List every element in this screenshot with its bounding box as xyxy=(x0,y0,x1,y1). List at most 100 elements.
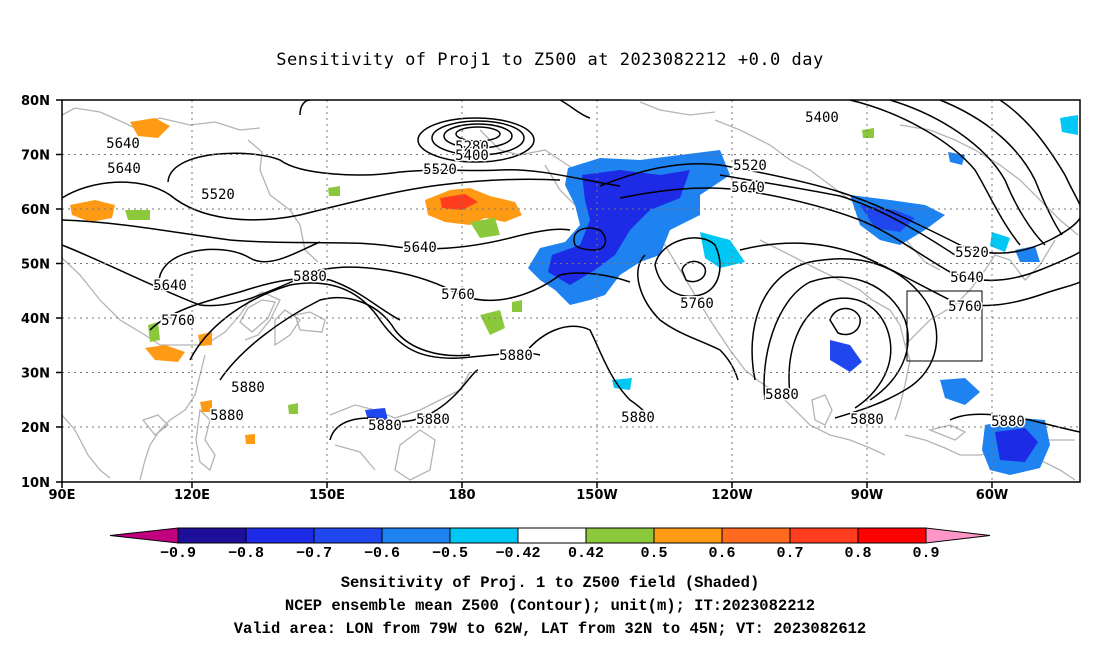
contour-line xyxy=(599,162,1081,254)
contour-line xyxy=(999,99,1081,206)
graticule xyxy=(62,100,1080,482)
contour-label: 5760 xyxy=(441,287,475,303)
contour-label: 5640 xyxy=(950,270,984,286)
negative-sensitivity-core xyxy=(995,428,1038,462)
lat-tick-label: 10N xyxy=(21,476,50,491)
positive-sensitivity-edge xyxy=(200,400,212,412)
lon-tick-label: 150E xyxy=(309,488,345,503)
contour-line xyxy=(637,254,739,381)
colorbar-segment xyxy=(857,527,927,544)
positive-sensitivity-edge xyxy=(125,210,150,220)
z500-contours xyxy=(61,99,1081,441)
lon-tick-label: 120W xyxy=(711,488,752,503)
contour-line xyxy=(573,227,607,251)
positive-sensitivity-edge xyxy=(470,218,500,238)
positive-sensitivity-edge xyxy=(862,128,874,138)
colorbar-segment xyxy=(721,527,791,544)
contour-line xyxy=(299,99,591,119)
negative-sensitivity-core xyxy=(860,205,915,232)
caption-line-2: NCEP ensemble mean Z500 (Contour); unit(… xyxy=(284,597,816,615)
contour-label: 5880 xyxy=(231,380,265,396)
colorbar-segment xyxy=(381,527,451,544)
negative-sensitivity-edge xyxy=(365,408,388,420)
contour-line xyxy=(149,277,401,331)
colorbar-label: −0.5 xyxy=(432,545,468,562)
colorbar-label: 0.7 xyxy=(776,545,803,562)
lat-tick-label: 40N xyxy=(21,312,50,327)
negative-sensitivity-edge xyxy=(1060,115,1078,135)
positive-sensitivity-region xyxy=(130,118,170,138)
contour-line xyxy=(158,241,321,291)
contour-line xyxy=(167,152,621,187)
contour-labels: 5280540054005520552055205520564056405640… xyxy=(105,109,1027,436)
colorbar-segment xyxy=(449,527,519,544)
contour-label: 5880 xyxy=(499,348,533,364)
colorbar-segment xyxy=(585,527,655,544)
contour-line xyxy=(61,219,571,250)
contour-label: 5880 xyxy=(850,412,884,428)
positive-sensitivity-edge xyxy=(245,434,255,444)
contour-label: 5880 xyxy=(293,269,327,285)
valid-area-box xyxy=(906,290,983,362)
contour-label: 5520 xyxy=(955,245,989,261)
contour-label: 5520 xyxy=(733,158,767,174)
caption-line-1: Sensitivity of Proj. 1 to Z500 field (Sh… xyxy=(340,574,760,592)
contour-line xyxy=(788,297,892,409)
colorbar-min-arrow xyxy=(109,527,179,544)
colorbar-label: −0.9 xyxy=(160,545,196,562)
positive-sensitivity-edge xyxy=(328,186,340,196)
positive-sensitivity-region xyxy=(145,345,185,362)
lon-tick-label: 120E xyxy=(174,488,210,503)
colorbar-segment xyxy=(517,527,587,544)
contour-label: 5880 xyxy=(210,408,244,424)
low-center-contour xyxy=(443,123,513,149)
negative-sensitivity-edge xyxy=(948,152,965,165)
colorbar-segment xyxy=(789,527,859,544)
lon-tick-label: 180 xyxy=(448,488,475,503)
map-frame xyxy=(61,99,1081,483)
negative-sensitivity-edge xyxy=(612,378,632,390)
contour-label: 5400 xyxy=(805,110,839,126)
low-center-contour xyxy=(417,117,535,163)
colorbar: −0.9 −0.8 −0.7 −0.6 −0.5 −0.42 0.42 0.5 0.6 0.7 0.… xyxy=(109,527,991,562)
negative-sensitivity-edge xyxy=(830,340,862,372)
contour-line xyxy=(61,244,631,307)
colorbar-label: 0.42 xyxy=(568,545,604,562)
contour-label: 5880 xyxy=(621,410,655,426)
lat-tick-label: 50N xyxy=(21,258,50,273)
contour-label: 5760 xyxy=(948,299,982,315)
colorbar-label: −0.42 xyxy=(495,545,540,562)
positive-sensitivity-edge xyxy=(512,300,522,312)
lon-tick-label: 90E xyxy=(49,488,76,503)
lon-tick-label: 60W xyxy=(976,488,1008,503)
contour-label: 5640 xyxy=(731,180,765,196)
contour-line xyxy=(889,99,1046,246)
positive-sensitivity-edge xyxy=(288,403,298,414)
contour-line xyxy=(949,413,1081,433)
contour-label: 5640 xyxy=(107,161,141,177)
negative-sensitivity-edge xyxy=(700,232,745,268)
contour-label: 5520 xyxy=(201,187,235,203)
contour-label: 5880 xyxy=(991,414,1025,430)
figure-title: Sensitivity of Proj1 to Z500 at 20230822… xyxy=(276,50,824,70)
contour-line xyxy=(681,260,707,283)
negative-sensitivity-edge xyxy=(990,232,1010,252)
colorbar-max-arrow xyxy=(925,527,991,544)
positive-sensitivity-region xyxy=(70,200,115,222)
negative-sensitivity-edge xyxy=(940,378,980,405)
contour-label: 5640 xyxy=(153,278,187,294)
lat-tick-label: 60N xyxy=(21,203,50,218)
contour-label: 5520 xyxy=(423,162,457,178)
contour-label: 5400 xyxy=(455,148,489,164)
contour-line xyxy=(219,296,471,381)
contour-line xyxy=(654,237,721,297)
colorbar-segment xyxy=(245,527,315,544)
lon-tick-label: 150W xyxy=(576,488,617,503)
contour-label: 5880 xyxy=(368,418,402,434)
contour-line xyxy=(829,307,861,336)
colorbar-label: −0.6 xyxy=(364,545,400,562)
positive-sensitivity-core xyxy=(440,194,478,210)
colorbar-label: 0.5 xyxy=(640,545,667,562)
